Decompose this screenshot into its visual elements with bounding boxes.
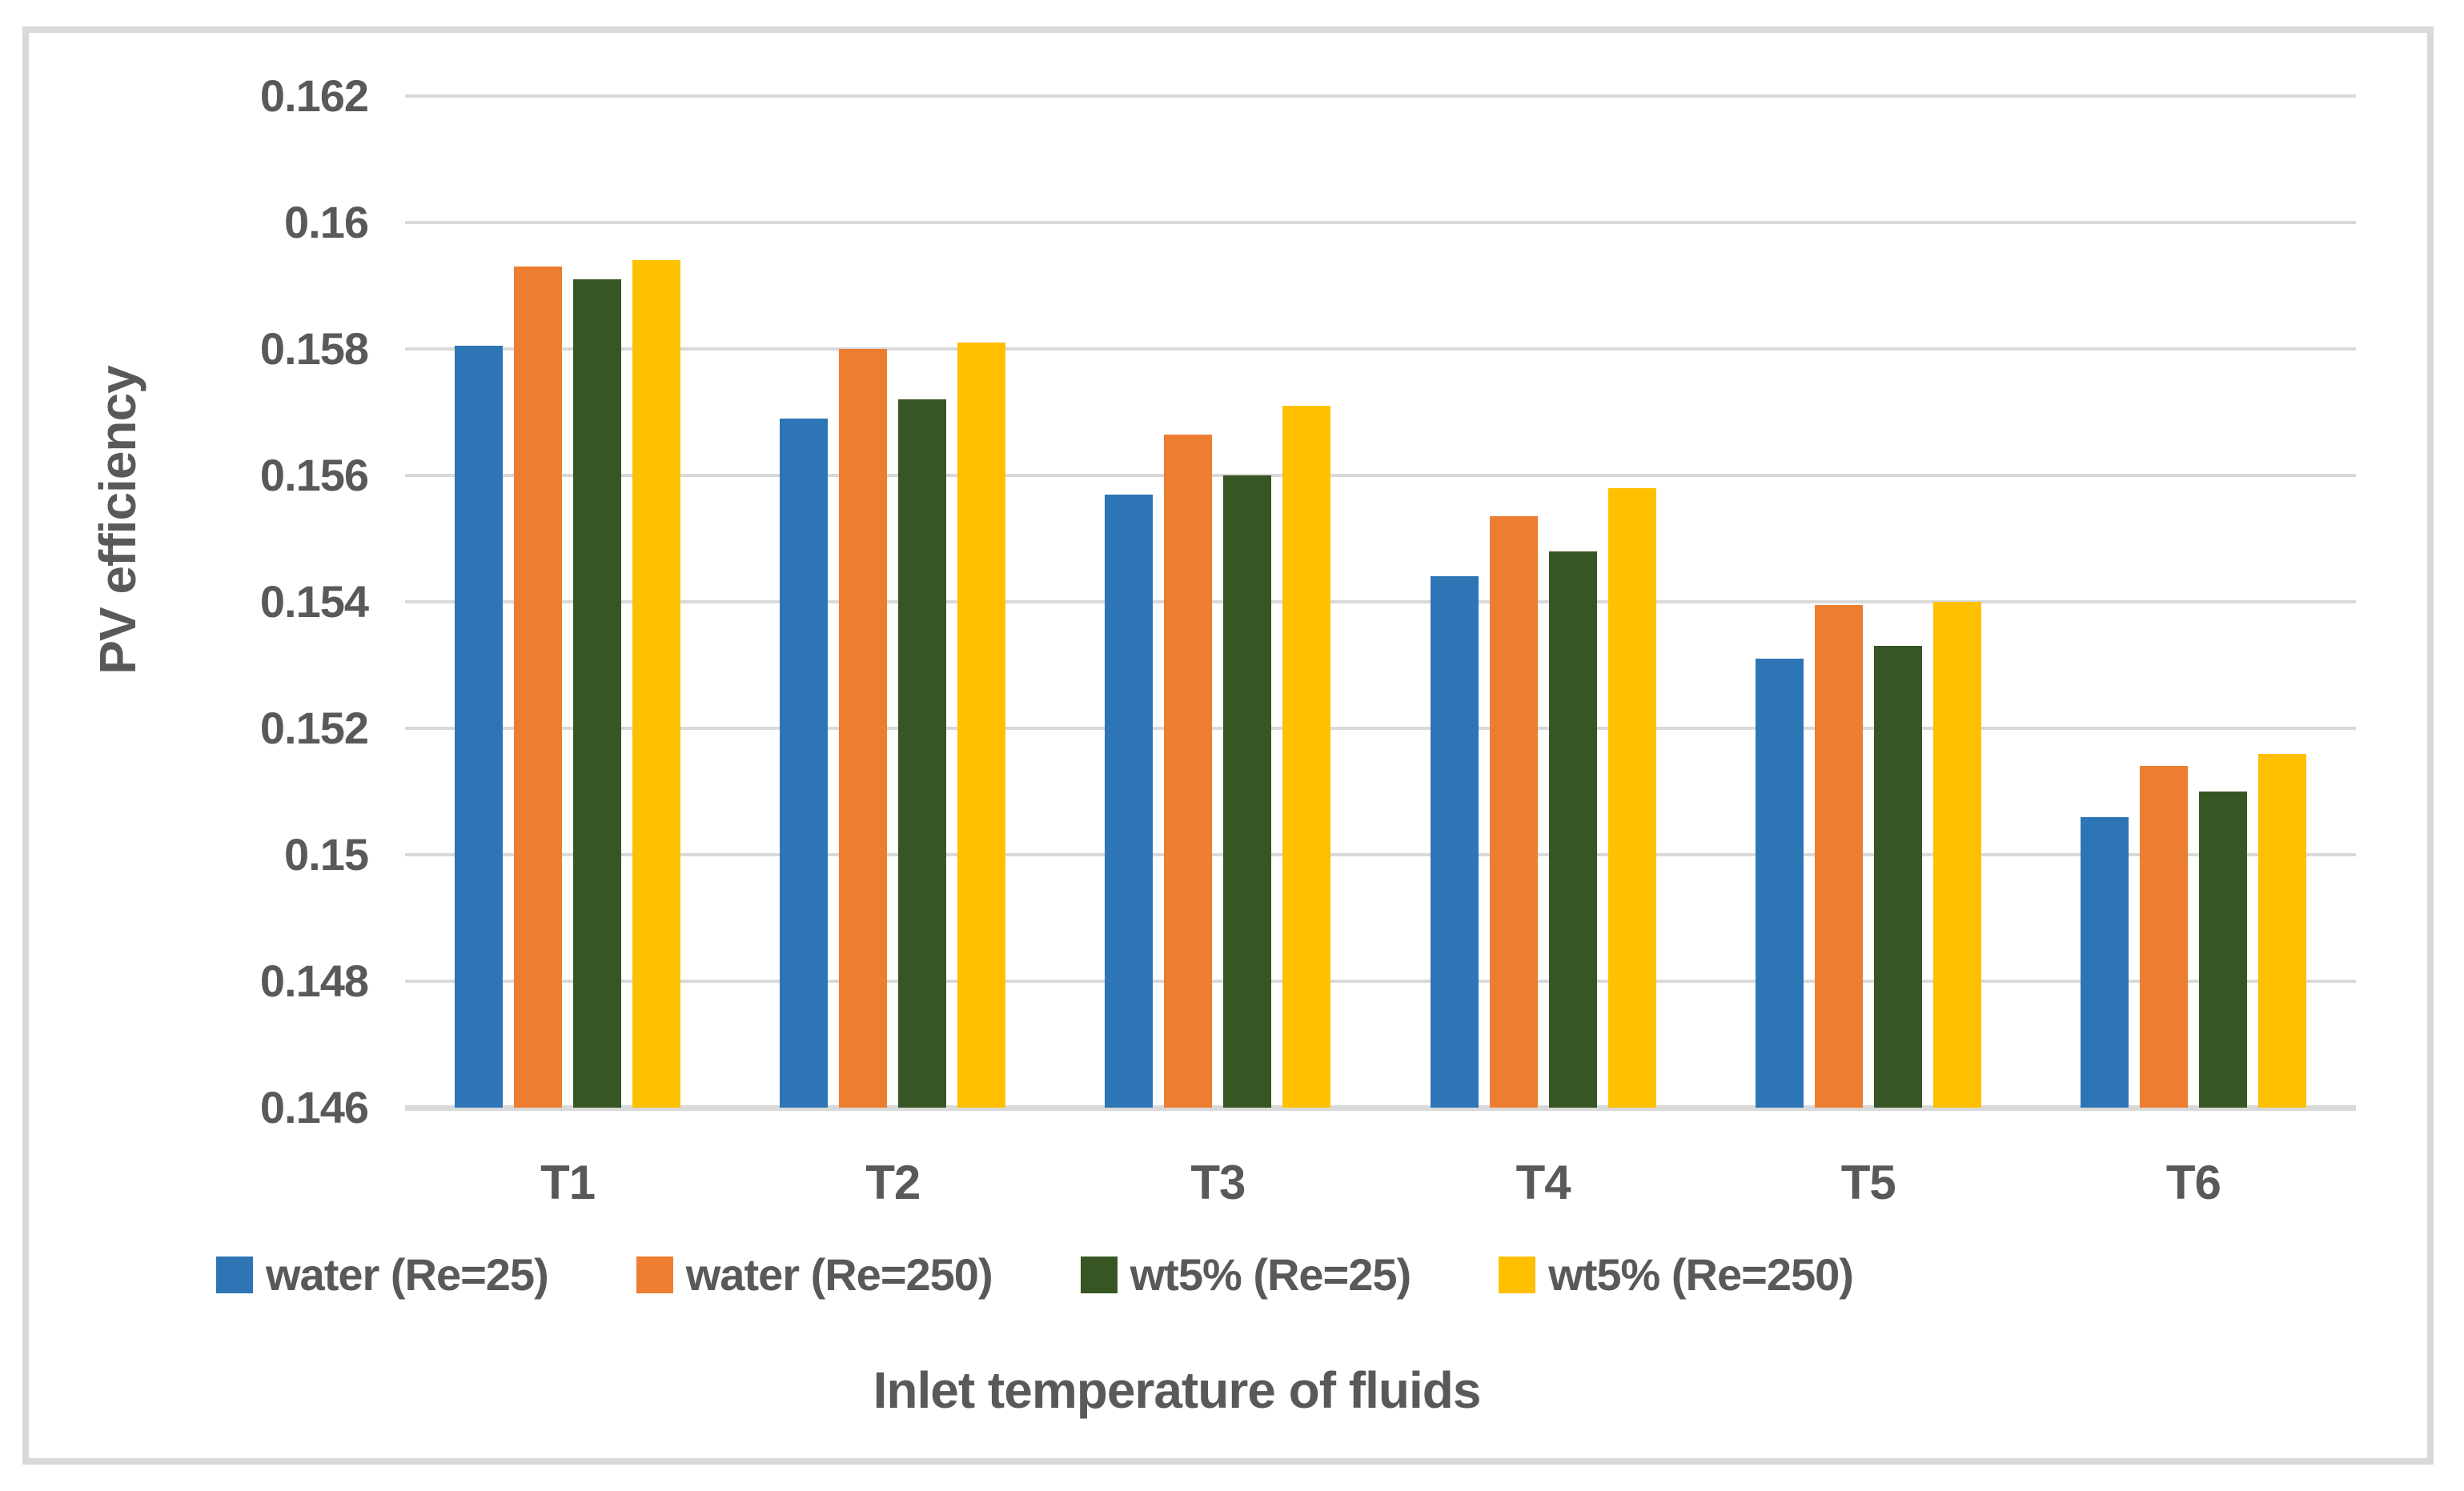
x-category-label-t6: T6 [2165, 1156, 2221, 1209]
x-category-label-t3: T3 [1190, 1156, 1246, 1209]
x-axis-line [405, 1105, 2356, 1111]
bar-water-re-250-t1 [514, 267, 562, 1108]
bar-wt5-re-250-t3 [1282, 406, 1331, 1108]
legend-label: wt5% (Re=25) [1130, 1249, 1412, 1300]
legend-swatch-wt5-re-25 [1080, 1256, 1118, 1293]
y-tick-label: 0.15 [284, 829, 369, 880]
y-tick-label: 0.146 [259, 1082, 369, 1132]
x-axis-title: Inlet temperature of fluids [873, 1361, 1482, 1419]
x-category-label-t4: T4 [1515, 1156, 1571, 1209]
bar-wt5-re-25-t3 [1223, 475, 1272, 1108]
legend-label: water (Re=25) [266, 1249, 549, 1300]
bar-wt5-re-25-t5 [1873, 646, 1922, 1108]
bar-water-re-250-t2 [839, 349, 888, 1108]
gridline [405, 727, 2356, 730]
bar-water-re-250-t6 [2139, 766, 2188, 1108]
gridline [405, 853, 2356, 856]
y-tick-label: 0.156 [259, 450, 369, 500]
y-tick-label: 0.162 [259, 70, 369, 121]
bar-wt5-re-25-t4 [1548, 551, 1597, 1108]
y-tick-label: 0.148 [259, 956, 369, 1006]
bar-wt5-re-25-t1 [573, 279, 621, 1108]
bar-water-re-250-t5 [1814, 604, 1863, 1108]
legend-label: wt5% (Re=250) [1548, 1249, 1854, 1300]
legend: water (Re=25) water (Re=250) wt5% (Re=25) w… [216, 1249, 1854, 1301]
bar-water-re-25-t6 [2080, 816, 2129, 1108]
legend-item-wt5-re-25: wt5% (Re=25) [1080, 1249, 1412, 1301]
x-category-label-t1: T1 [540, 1156, 596, 1209]
y-tick-label: 0.154 [259, 576, 369, 627]
y-tick-label: 0.158 [259, 323, 369, 374]
bar-wt5-re-250-t5 [1932, 602, 1981, 1108]
bar-water-re-250-t3 [1164, 434, 1213, 1108]
bar-water-re-25-t3 [1105, 494, 1154, 1108]
bar-water-re-250-t4 [1489, 516, 1538, 1108]
legend-swatch-water-re-250 [636, 1256, 673, 1293]
gridline [405, 221, 2356, 224]
bar-water-re-25-t1 [455, 346, 503, 1108]
x-category-label-t5: T5 [1840, 1156, 1896, 1209]
bar-wt5-re-250-t4 [1607, 487, 1656, 1108]
gridline [405, 474, 2356, 477]
legend-item-water-re-25: water (Re=25) [216, 1249, 549, 1301]
gridline [405, 347, 2356, 351]
bar-wt5-re-25-t2 [898, 399, 947, 1108]
x-category-label-t2: T2 [865, 1156, 921, 1209]
legend-swatch-water-re-25 [216, 1256, 253, 1293]
bar-wt5-re-25-t6 [2198, 792, 2247, 1108]
legend-item-water-re-250: water (Re=250) [636, 1249, 993, 1301]
bar-wt5-re-250-t2 [957, 343, 1006, 1108]
gridline [405, 980, 2356, 983]
bar-wt5-re-250-t6 [2257, 753, 2306, 1108]
gridline [405, 600, 2356, 603]
legend-item-wt5-re-250: wt5% (Re=250) [1499, 1249, 1854, 1301]
bar-water-re-25-t4 [1430, 576, 1479, 1108]
gridline [405, 94, 2356, 98]
bar-wt5-re-250-t1 [632, 260, 680, 1108]
bar-water-re-25-t2 [780, 418, 829, 1108]
y-axis-title-text: PV efficiency [89, 366, 146, 675]
y-tick-label: 0.16 [284, 197, 369, 247]
y-tick-label: 0.152 [259, 703, 369, 753]
bar-water-re-25-t5 [1755, 659, 1804, 1108]
legend-swatch-wt5-re-250 [1499, 1256, 1536, 1293]
legend-label: water (Re=250) [685, 1249, 993, 1300]
